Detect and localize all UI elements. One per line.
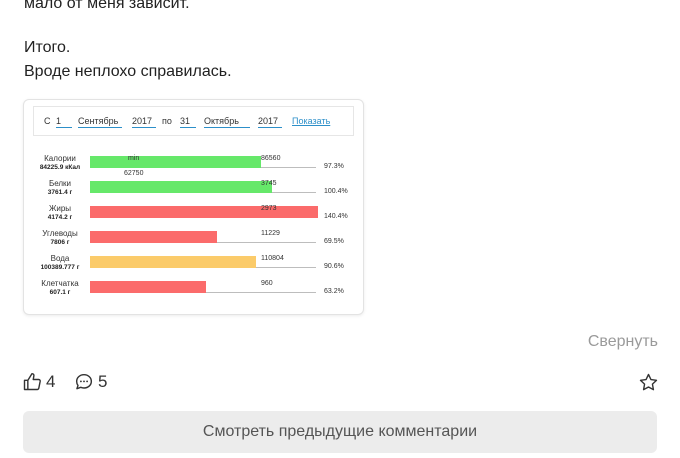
- to-year: 2017: [258, 116, 282, 128]
- nutrient-label: Калории84225.9 кКал: [30, 154, 90, 172]
- nutrient-name: Белки: [49, 179, 71, 188]
- nutrient-bar: [90, 281, 206, 293]
- nutrient-amount: 3761.4 г: [30, 188, 90, 197]
- comment-icon: [74, 372, 94, 392]
- bookmark-button[interactable]: [638, 372, 659, 398]
- percent-value: 69.5%: [324, 238, 344, 245]
- nutrient-name: Клетчатка: [41, 279, 78, 288]
- nutrient-bar: [90, 156, 261, 168]
- nutrient-name: Жиры: [49, 204, 71, 213]
- nutrient-label: Клетчатка607.1 г: [30, 279, 90, 297]
- nutrient-bar: [90, 256, 256, 268]
- date-range-row: С 1 Сентябрь 2017 по 31 Октябрь 2017 Пок…: [33, 106, 354, 136]
- percent-value: 140.4%: [324, 213, 348, 220]
- percent-value: 97.3%: [324, 163, 344, 170]
- star-icon: [638, 372, 659, 393]
- percent-value: 63.2%: [324, 288, 344, 295]
- thumbs-up-icon: [22, 372, 42, 392]
- from-day: 1: [56, 116, 72, 128]
- post-text-top: мало от меня зависит.: [24, 0, 190, 14]
- nutrient-amount: 84225.9 кКал: [30, 163, 90, 172]
- comment-count: 5: [98, 372, 107, 392]
- prev-comments-button[interactable]: Смотреть предыдущие комментарии: [23, 411, 657, 453]
- show-link[interactable]: Показать: [292, 116, 330, 126]
- bar-track: 3745100.4%: [90, 181, 318, 193]
- nutrition-report-image[interactable]: С 1 Сентябрь 2017 по 31 Октябрь 2017 Пок…: [23, 99, 364, 315]
- nutrient-amount: 7806 г: [30, 238, 90, 247]
- nutrient-bar: [90, 231, 217, 243]
- to-label: по: [162, 116, 172, 126]
- nutrient-label: Белки3761.4 г: [30, 179, 90, 197]
- min-label: min: [128, 155, 139, 162]
- nutrient-amount: 100389.777 г: [30, 263, 90, 272]
- from-month: Сентябрь: [78, 116, 122, 128]
- nutrient-name: Калории: [44, 154, 76, 163]
- nutrient-bar: [90, 181, 272, 193]
- target-value: 960: [261, 280, 273, 287]
- target-value: 86560: [261, 155, 280, 162]
- nutrient-label: Вода100389.777 г: [30, 254, 90, 272]
- bar-track: 96063.2%: [90, 281, 318, 293]
- summary-text: Вроде неплохо справилась.: [24, 62, 232, 82]
- nutrient-amount: 607.1 г: [30, 288, 90, 297]
- like-count: 4: [46, 372, 55, 392]
- target-value: 110804: [261, 255, 284, 262]
- to-day: 31: [180, 116, 196, 128]
- bar-track: 11080490.6%: [90, 256, 318, 268]
- nutrient-bar: [90, 206, 318, 218]
- percent-value: 90.6%: [324, 263, 344, 270]
- bar-track: 8656097.3%min62750: [90, 156, 318, 168]
- bar-track: 2973140.4%: [90, 206, 318, 218]
- collapse-link[interactable]: Свернуть: [588, 333, 658, 351]
- percent-value: 100.4%: [324, 188, 348, 195]
- bar-track: 1122969.5%: [90, 231, 318, 243]
- comment-button[interactable]: 5: [74, 372, 107, 392]
- from-year: 2017: [132, 116, 156, 128]
- from-label: С: [44, 116, 51, 126]
- summary-title: Итого.: [24, 38, 70, 58]
- to-month: Октябрь: [204, 116, 250, 128]
- min-value: 62750: [124, 170, 143, 177]
- nutrient-name: Вода: [51, 254, 70, 263]
- target-value: 3745: [261, 180, 277, 187]
- nutrient-label: Углеводы7806 г: [30, 229, 90, 247]
- target-value: 2973: [261, 205, 277, 212]
- nutrient-label: Жиры4174.2 г: [30, 204, 90, 222]
- nutrient-amount: 4174.2 г: [30, 213, 90, 222]
- nutrient-name: Углеводы: [42, 229, 77, 238]
- target-value: 11229: [261, 230, 280, 237]
- like-button[interactable]: 4: [22, 372, 55, 392]
